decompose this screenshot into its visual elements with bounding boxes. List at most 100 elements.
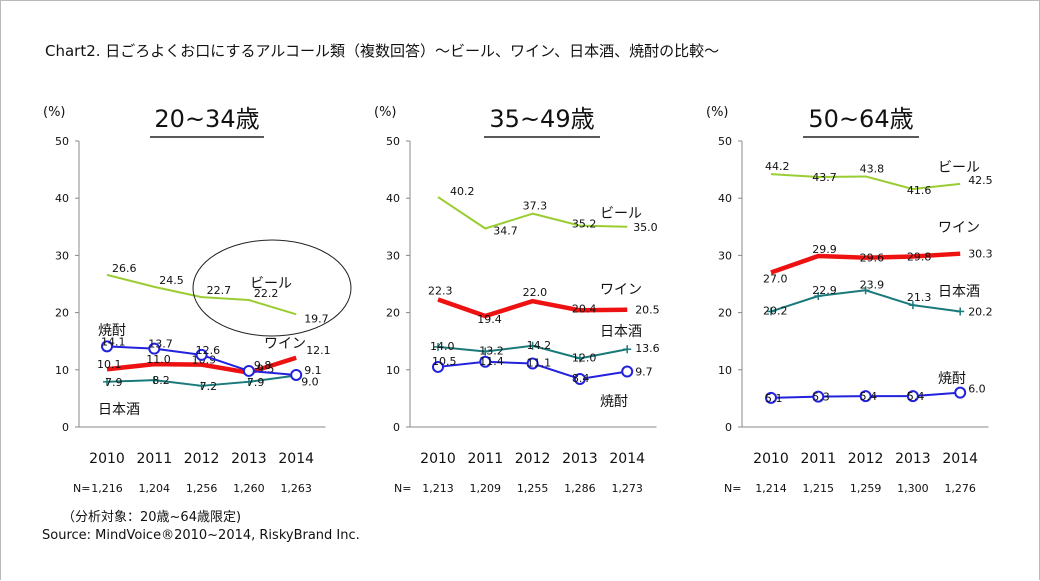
data-label: 21.3	[907, 291, 932, 304]
y-tick-label: 50	[55, 135, 69, 148]
n-value: 1,215	[803, 482, 835, 495]
data-label: 43.7	[812, 171, 837, 184]
data-label: 23.9	[860, 278, 885, 291]
data-label: 7.9	[247, 376, 265, 389]
x-tick-label: 2010	[420, 451, 456, 467]
y-tick-label: 50	[718, 135, 732, 148]
panel-heading: 50~64歳	[808, 105, 913, 133]
series-line-beer	[106, 273, 297, 316]
data-label: 9.8	[254, 359, 272, 372]
data-label: 22.7	[207, 284, 232, 297]
n-value: 1,216	[91, 482, 123, 495]
point-marker	[242, 364, 255, 377]
data-label: 35.0	[633, 221, 658, 234]
data-label: 9.0	[301, 376, 319, 389]
panel-heading: 20~34歳	[154, 105, 259, 133]
data-label: 12.6	[196, 344, 221, 357]
series-name-shochu: 焼酎	[938, 371, 966, 387]
point-marker	[765, 391, 777, 404]
data-label: 8.4	[572, 372, 590, 385]
y-tick-label: 10	[386, 364, 400, 377]
point-marker	[479, 355, 492, 368]
point-marker	[101, 340, 113, 353]
source-note: Source: MindVoice®2010~2014, RiskyBrand …	[42, 528, 360, 543]
panel-heading: 35~49歳	[489, 105, 594, 133]
series-name-sake: 日本酒	[600, 324, 642, 340]
data-label: 12.0	[572, 351, 597, 364]
x-tick-label: 2012	[184, 451, 220, 467]
series-name-wine: ワイン	[938, 220, 980, 236]
point-marker	[290, 368, 303, 381]
y-tick-label: 10	[718, 364, 732, 377]
x-tick-label: 2013	[562, 451, 598, 467]
data-label: 5.4	[860, 390, 878, 403]
data-label: 29.9	[812, 243, 837, 256]
data-label: 35.2	[572, 218, 597, 231]
n-value: 1,213	[422, 482, 454, 495]
x-tick-label: 2011	[467, 451, 503, 467]
chart-panel-3: 50~64歳 (%) 0 10 20 30 40 50 2010 2011 2012 2013 2014…	[706, 105, 993, 495]
data-label: 22.9	[812, 284, 837, 297]
data-label: 10.5	[432, 355, 457, 368]
x-tick-label: 2011	[136, 451, 172, 467]
data-label: 34.7	[493, 225, 518, 238]
x-tick-label: 2012	[848, 451, 884, 467]
x-tick-label: 2014	[609, 451, 645, 467]
x-tick-label: 2010	[753, 451, 789, 467]
data-label: 20.2	[763, 304, 788, 317]
point-marker	[906, 390, 919, 403]
data-label: 9.1	[304, 364, 322, 377]
data-label: 5.1	[765, 392, 783, 405]
y-tick-label: 30	[55, 249, 69, 262]
n-value: 1,204	[139, 482, 171, 495]
n-value: 1,286	[564, 482, 596, 495]
series-name-shochu: 焼酎	[600, 394, 628, 410]
series-line-beer	[437, 196, 628, 230]
series-line-beer	[770, 173, 961, 191]
series-name-beer: ビール	[938, 160, 980, 176]
data-label: 20.5	[635, 304, 660, 317]
n-value: 1,273	[611, 482, 643, 495]
n-value: 1,259	[850, 482, 882, 495]
data-label: 14.2	[527, 339, 552, 352]
data-label: 7.2	[200, 380, 218, 393]
point-marker	[859, 390, 872, 403]
data-label: 29.8	[907, 251, 932, 264]
y-tick-label: 40	[718, 192, 732, 205]
x-tick-label: 2010	[89, 451, 125, 467]
data-label: 43.8	[860, 162, 885, 175]
y-tick-label: 0	[725, 421, 732, 434]
chart-panel-1: 20~34歳 (%) 0 10 20 30 40 50 2010 2011 2012 2013 2014…	[43, 105, 352, 495]
n-value: 1,260	[233, 482, 265, 495]
x-tick-label: 2013	[231, 451, 267, 467]
data-label: 11.0	[146, 353, 171, 366]
data-label: 30.3	[968, 248, 993, 261]
y-unit-label: (%)	[706, 105, 729, 120]
data-label: 14.1	[101, 335, 126, 348]
data-label: 13.6	[635, 342, 660, 355]
data-label: 27.0	[763, 273, 788, 286]
n-value: 1,209	[470, 482, 502, 495]
n-label: N=	[73, 482, 90, 495]
data-label: 40.2	[450, 185, 475, 198]
data-label: 42.5	[968, 174, 993, 187]
point-marker	[954, 386, 967, 399]
data-label: 37.3	[523, 200, 548, 213]
data-label: 22.0	[523, 286, 548, 299]
data-label: 11.1	[527, 357, 552, 370]
series-name-sake: 日本酒	[98, 402, 140, 418]
y-tick-label: 0	[393, 421, 400, 434]
n-label: N=	[724, 482, 741, 495]
point-marker	[432, 360, 444, 373]
data-label: 24.5	[159, 274, 184, 287]
data-label: 10.1	[97, 358, 122, 371]
series-name-sake: 日本酒	[938, 284, 980, 300]
chart-title: Chart2. 日ごろよくお口にするアルコール類（複数回答）～ビール、ワイン、日…	[45, 42, 720, 60]
data-label: 26.6	[112, 262, 137, 275]
y-tick-label: 40	[55, 192, 69, 205]
n-value: 1,263	[280, 482, 312, 495]
analysis-note: （分析対象：20歳~64歳限定)	[62, 510, 242, 525]
point-marker	[573, 372, 586, 385]
data-label: 19.4	[477, 313, 502, 326]
